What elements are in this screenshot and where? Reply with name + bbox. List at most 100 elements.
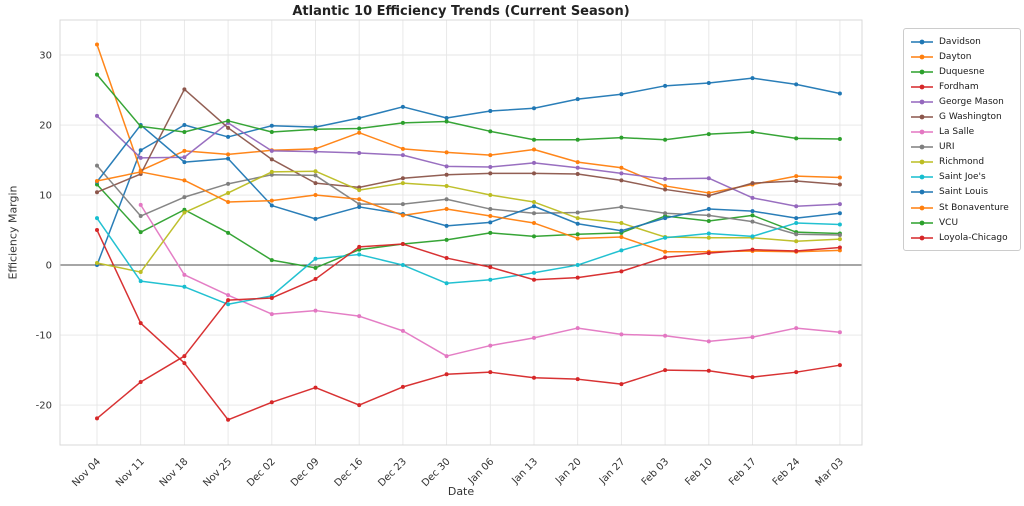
series-line-richmond (96, 170, 840, 273)
series-marker (138, 169, 143, 174)
series-marker (750, 76, 755, 81)
series-marker (619, 221, 624, 226)
series-marker (95, 163, 99, 168)
series-marker (400, 202, 405, 207)
series-marker (226, 156, 231, 161)
series-marker (532, 204, 536, 209)
series-marker (837, 330, 842, 335)
series-marker (488, 265, 493, 270)
series-marker (706, 132, 711, 137)
x-tick-label: Jan 13 (509, 456, 540, 487)
series-marker (444, 164, 449, 169)
series-marker (269, 172, 274, 177)
series-marker (182, 361, 187, 366)
series-marker (182, 210, 187, 215)
legend-line-swatch (911, 84, 933, 90)
series-marker (357, 151, 362, 156)
series-marker (532, 375, 536, 380)
series-marker (444, 256, 449, 261)
series-marker (488, 343, 493, 348)
series-marker (706, 368, 711, 373)
series-marker (706, 213, 711, 218)
series-marker (794, 370, 799, 375)
legend-line-swatch (911, 159, 933, 165)
x-axis-label: Date (447, 485, 475, 498)
series-marker (400, 181, 405, 186)
series-marker (532, 234, 536, 239)
series-marker (138, 230, 143, 235)
y-tick-label: 30 (39, 51, 52, 62)
series-marker (269, 169, 274, 174)
series-marker (575, 137, 580, 142)
series-marker (706, 190, 711, 195)
series-marker (269, 123, 274, 128)
series-marker (575, 210, 580, 215)
series-marker (182, 354, 187, 359)
legend-label: Richmond (939, 157, 985, 168)
legend-item: St Bonaventure (910, 200, 1014, 215)
series-marker (837, 363, 842, 368)
legend-label: La Salle (939, 127, 975, 138)
series-marker (400, 384, 405, 389)
series-marker (226, 298, 231, 303)
series-marker (794, 204, 799, 209)
series-marker (400, 120, 405, 125)
legend-line-swatch (911, 190, 933, 195)
series-marker (269, 148, 274, 153)
series-marker (444, 223, 449, 228)
series-marker (182, 123, 187, 128)
legend-item: Fordham (910, 79, 1014, 94)
series-marker (794, 179, 799, 184)
series-marker (488, 277, 493, 282)
y-tick-label: -10 (36, 331, 52, 342)
series-marker (663, 187, 668, 192)
series-marker (837, 91, 842, 96)
legend-line-swatch (911, 39, 933, 44)
series-marker (400, 104, 405, 109)
series-marker (313, 193, 318, 198)
series-marker (226, 417, 231, 422)
series-marker (794, 216, 799, 221)
series-marker (400, 146, 405, 151)
legend-item: VCU (910, 215, 1014, 230)
series-marker (226, 125, 231, 130)
series-marker (269, 157, 274, 162)
series-marker (313, 169, 318, 174)
series-marker (269, 295, 274, 300)
series-marker (269, 258, 274, 263)
series-marker (357, 244, 362, 249)
series-marker (269, 203, 274, 208)
legend-item: George Mason (910, 94, 1014, 109)
series-marker (619, 235, 624, 240)
series-marker (575, 165, 580, 170)
legend-label: St Bonaventure (939, 202, 1009, 213)
series-line-dayton (96, 44, 840, 194)
series-marker (138, 214, 143, 219)
series-marker (488, 220, 493, 225)
series-marker (663, 211, 668, 216)
legend-line-swatch (911, 99, 933, 105)
series-marker (313, 146, 318, 151)
legend-line-swatch (911, 54, 933, 60)
series-marker (357, 116, 362, 121)
series-marker (837, 245, 842, 250)
series-marker (138, 321, 143, 326)
series-marker (488, 207, 493, 212)
series-line-vcu (96, 74, 840, 141)
legend-item: Richmond (910, 155, 1014, 170)
series-marker (488, 214, 493, 219)
y-tick-label: -20 (36, 401, 52, 412)
series-marker (575, 160, 580, 165)
series-line-loyola-chicago (96, 243, 840, 419)
series-marker (182, 130, 187, 135)
legend-line-swatch (911, 69, 933, 75)
series-marker (444, 183, 449, 188)
series-marker (182, 155, 187, 160)
series-marker (706, 81, 711, 86)
series-marker (532, 221, 536, 226)
series-marker (750, 335, 755, 340)
series-marker (357, 185, 362, 190)
series-marker (619, 332, 624, 337)
series-marker (619, 92, 624, 97)
series-marker (663, 255, 668, 260)
